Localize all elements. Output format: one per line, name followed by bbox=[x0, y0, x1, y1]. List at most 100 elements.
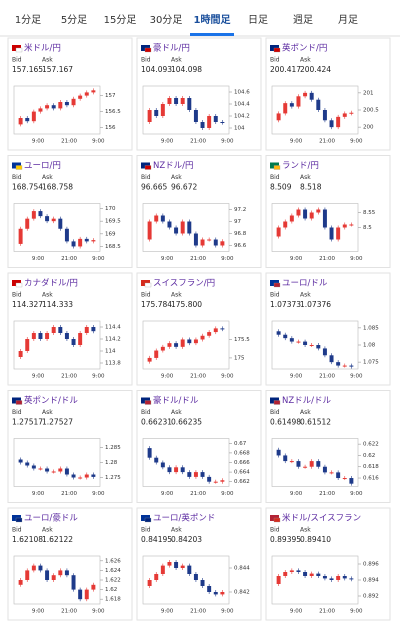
candle bbox=[220, 328, 225, 330]
tab[interactable]: 15分足 bbox=[104, 14, 137, 26]
candle bbox=[78, 238, 83, 247]
pair-name[interactable]: ランド/円 bbox=[282, 161, 319, 171]
chart-area bbox=[271, 555, 359, 605]
pair-name[interactable]: ユーロ/円 bbox=[24, 161, 61, 171]
tab[interactable]: 1分足 bbox=[15, 14, 41, 26]
x-tick-label: 21:00 bbox=[61, 139, 77, 145]
flag bbox=[273, 400, 281, 405]
candle bbox=[18, 228, 23, 244]
candle bbox=[71, 339, 76, 345]
pair-name[interactable]: スイスフラン/円 bbox=[153, 279, 215, 289]
x-tick-label: 9:00 bbox=[221, 374, 234, 380]
candle bbox=[200, 472, 205, 477]
x-tick-label: 9:00 bbox=[161, 491, 174, 497]
pair-name[interactable]: 英ポンド/円 bbox=[282, 43, 327, 54]
tab[interactable]: 日足 bbox=[248, 14, 268, 26]
x-tick-label: 9:00 bbox=[92, 139, 105, 145]
chart-area bbox=[142, 320, 230, 370]
bid-label: Bid bbox=[270, 292, 280, 299]
candle bbox=[213, 239, 218, 246]
candle bbox=[38, 333, 43, 339]
tab[interactable]: 5分足 bbox=[61, 14, 87, 26]
pair-name[interactable]: 豪ドル/円 bbox=[153, 43, 190, 54]
candle bbox=[329, 355, 334, 363]
ask-value: 1.27527 bbox=[42, 418, 73, 427]
ask-label: Ask bbox=[171, 57, 182, 64]
chart-area bbox=[142, 438, 230, 487]
candle bbox=[303, 341, 308, 345]
flag bbox=[144, 47, 152, 53]
ask-value: 175.800 bbox=[171, 300, 202, 309]
tab[interactable]: 30分足 bbox=[150, 14, 183, 26]
candle bbox=[84, 92, 89, 96]
tab[interactable]: 月足 bbox=[338, 14, 358, 26]
y-tick-label: 1.618 bbox=[105, 597, 121, 603]
candle bbox=[213, 592, 218, 595]
candle bbox=[336, 576, 341, 580]
pair-name[interactable]: ユーロ/英ポンド bbox=[153, 513, 215, 524]
pair-name[interactable]: カナダドル/円 bbox=[24, 278, 78, 289]
x-tick-label: 21:00 bbox=[61, 609, 77, 615]
candle bbox=[84, 474, 89, 478]
tab[interactable]: 週足 bbox=[293, 14, 313, 26]
tab[interactable]: 1時間足 bbox=[194, 13, 232, 26]
bid-value: 1.27517 bbox=[12, 418, 43, 427]
y-tick-label: 0.894 bbox=[363, 578, 379, 584]
candle bbox=[31, 211, 36, 219]
candle bbox=[167, 343, 172, 347]
candle bbox=[160, 346, 165, 351]
ask-value: 114.333 bbox=[42, 300, 73, 309]
pair-name[interactable]: 英ポンド/ドル bbox=[24, 395, 78, 406]
candle bbox=[147, 357, 152, 362]
x-tick-label: 9:00 bbox=[32, 374, 45, 380]
pair-name[interactable]: ユーロ/豪ドル bbox=[24, 513, 78, 524]
y-tick-label: 175.5 bbox=[234, 337, 250, 343]
x-tick-label: 9:00 bbox=[221, 139, 234, 145]
bid-value: 0.66231 bbox=[141, 418, 172, 427]
ask-label: Ask bbox=[42, 292, 53, 299]
pair-name[interactable]: NZドル/円 bbox=[153, 161, 194, 171]
pair-name[interactable]: 米ドル/円 bbox=[24, 43, 61, 54]
y-tick-label: 201 bbox=[363, 90, 374, 96]
candle bbox=[283, 455, 288, 462]
candle bbox=[160, 215, 165, 222]
bid-label: Bid bbox=[12, 527, 22, 534]
pair-name[interactable]: ユーロ/ドル bbox=[282, 279, 328, 289]
candle bbox=[296, 96, 301, 107]
candle bbox=[71, 474, 76, 478]
y-tick-label: 96.8 bbox=[234, 231, 247, 237]
pair-name[interactable]: 豪ドル/ドル bbox=[153, 395, 199, 406]
bid-label: Bid bbox=[270, 409, 280, 416]
ask-value: 0.89410 bbox=[300, 535, 331, 544]
pair-name[interactable]: NZドル/ドル bbox=[282, 396, 332, 406]
y-tick-label: 96.6 bbox=[234, 243, 247, 249]
ask-label: Ask bbox=[300, 292, 311, 299]
candle bbox=[220, 122, 225, 123]
candle bbox=[193, 472, 198, 477]
candle bbox=[174, 467, 179, 473]
candle bbox=[84, 238, 89, 242]
pair-name[interactable]: 米ドル/スイスフラン bbox=[282, 513, 361, 524]
bid-value: 1.62108 bbox=[12, 535, 43, 544]
ask-value: 0.84203 bbox=[171, 535, 202, 544]
candle bbox=[147, 580, 152, 586]
candle bbox=[329, 578, 334, 580]
candle bbox=[31, 333, 36, 339]
candle bbox=[51, 471, 56, 473]
x-tick-label: 9:00 bbox=[221, 609, 234, 615]
